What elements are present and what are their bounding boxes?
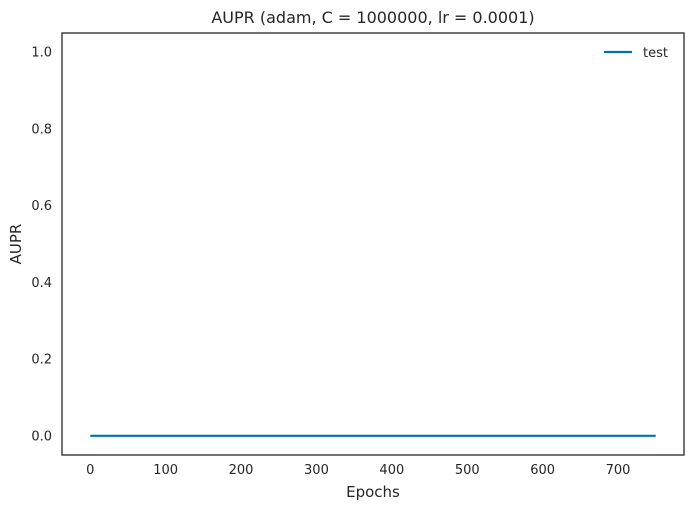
x-tick-label: 600 bbox=[530, 463, 555, 478]
y-tick-label: 0.0 bbox=[31, 429, 52, 444]
y-axis-ticks: 0.0 0.2 0.4 0.6 0.8 1.0 bbox=[31, 46, 52, 445]
y-tick-label: 0.2 bbox=[31, 353, 52, 368]
x-tick-label: 300 bbox=[304, 463, 329, 478]
legend: test bbox=[604, 46, 668, 61]
x-tick-label: 700 bbox=[606, 463, 631, 478]
y-tick-label: 0.6 bbox=[31, 199, 52, 214]
chart-title: AUPR (adam, C = 1000000, lr = 0.0001) bbox=[211, 8, 534, 27]
x-axis-title: Epochs bbox=[346, 483, 400, 501]
legend-label-test: test bbox=[643, 46, 668, 61]
y-tick-label: 0.8 bbox=[31, 122, 52, 137]
plot-frame bbox=[61, 32, 685, 456]
x-axis-ticks: 0 100 200 300 400 500 600 700 bbox=[86, 463, 630, 478]
x-tick-label: 400 bbox=[379, 463, 404, 478]
x-tick-label: 500 bbox=[455, 463, 480, 478]
x-tick-label: 100 bbox=[153, 463, 178, 478]
x-tick-label: 0 bbox=[86, 463, 94, 478]
y-tick-label: 1.0 bbox=[31, 46, 52, 61]
x-tick-label: 200 bbox=[229, 463, 254, 478]
y-tick-label: 0.4 bbox=[31, 276, 52, 291]
y-axis-title: AUPR bbox=[7, 224, 25, 265]
